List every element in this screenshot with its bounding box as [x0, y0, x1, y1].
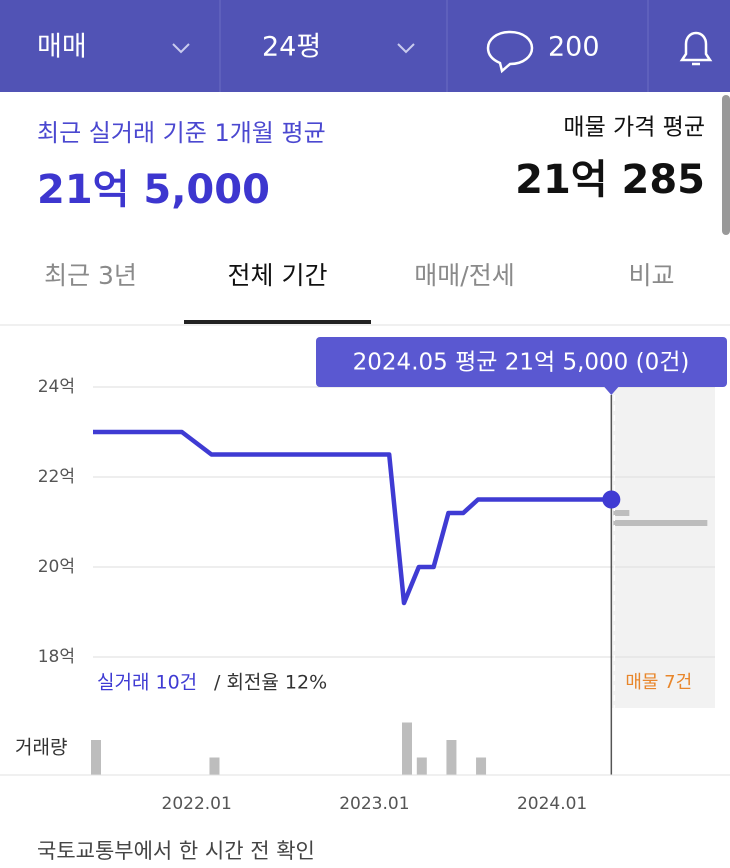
- listing-count: 매물 7건: [625, 672, 692, 693]
- chevron[interactable]: [397, 43, 415, 54]
- y-tick-label: 22억: [38, 467, 75, 487]
- footer: 국토교통부에서 한 시간 전 확인: [37, 839, 315, 863]
- chevron[interactable]: [172, 43, 190, 54]
- volume-label: 거래량: [15, 737, 67, 759]
- top-bar: [0, 0, 730, 92]
- legend-label: 실거래 10건: [97, 672, 197, 694]
- listing-price: 21억 285: [515, 157, 705, 203]
- tab[interactable]: 매매/전세: [414, 261, 514, 290]
- comment-count[interactable]: 200: [548, 32, 600, 63]
- listing-bar: [613, 520, 708, 526]
- volume-bar: [476, 757, 487, 775]
- tab[interactable]: 최근 3년: [44, 261, 137, 290]
- recent-price: 21억 5,000: [37, 167, 270, 213]
- volume-bar: [446, 740, 457, 775]
- tooltip-pointer: [604, 387, 619, 395]
- listing-label: 매물 가격 평균: [563, 115, 705, 141]
- x-tick-label: 2022.01: [162, 794, 232, 814]
- scrollbar: [722, 95, 730, 235]
- listing-area: [611, 385, 715, 708]
- bell-icon[interactable]: [679, 31, 713, 66]
- tooltip-box: [316, 337, 727, 387]
- tab[interactable]: 비교: [628, 261, 674, 290]
- volume-bar: [91, 740, 101, 775]
- y-tick-label: 24억: [38, 377, 75, 397]
- y-tick-label: 18억: [38, 647, 75, 667]
- tooltip-text: 2024.05 평균 21억 5,000 (0건): [353, 350, 690, 376]
- deal-type[interactable]: 매매: [37, 32, 87, 63]
- x-tick-label: 2023.01: [339, 794, 409, 814]
- current-point: [602, 490, 621, 509]
- turnover-label: / 회전율 12%: [214, 672, 327, 694]
- size[interactable]: 24평: [262, 32, 321, 63]
- tab-underline: [184, 320, 371, 324]
- tab[interactable]: 전체 기간: [228, 261, 328, 290]
- x-tick-label: 2024.01: [517, 794, 587, 814]
- listing-bar: [613, 510, 630, 516]
- volume-bar: [402, 722, 412, 775]
- price-line: [93, 429, 612, 606]
- y-tick-label: 20억: [38, 557, 75, 577]
- tabs: 최근 3년 전체 기간 매매/전세 비교: [44, 261, 675, 324]
- comment-icon[interactable]: [486, 30, 534, 74]
- recent-label: 최근 실거래 기준 1개월 평균: [37, 119, 326, 147]
- volume-bar: [416, 757, 427, 775]
- volume-bar: [209, 757, 220, 775]
